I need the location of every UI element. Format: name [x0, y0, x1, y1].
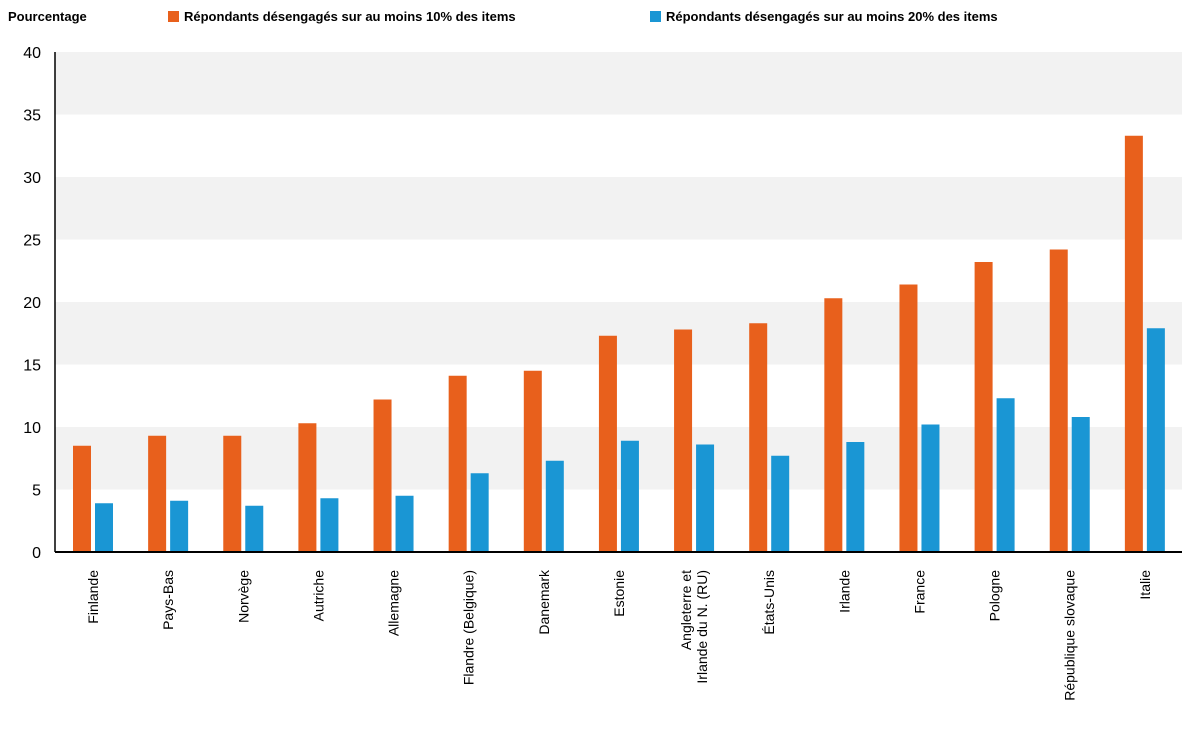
- bar-10pct: [749, 323, 768, 552]
- bar-10pct: [373, 399, 392, 552]
- x-tick-label: Flandre (Belgique): [461, 570, 477, 685]
- grid-band: [55, 427, 1182, 490]
- y-tick-label: 35: [23, 108, 41, 125]
- bar-10pct: [73, 445, 91, 552]
- bar-20pct: [1146, 328, 1165, 552]
- x-tick-label: Irlande: [836, 570, 852, 613]
- bar-10pct: [1049, 249, 1068, 552]
- bar-10pct: [674, 329, 693, 552]
- x-tick-label: Pologne: [987, 570, 1003, 622]
- grid-band: [55, 52, 1182, 115]
- grid-band: [55, 302, 1182, 365]
- bar-20pct: [545, 460, 564, 552]
- legend-label-10pct: Répondants désengagés sur au moins 10% d…: [184, 9, 516, 24]
- legend-label-20pct: Répondants désengagés sur au moins 20% d…: [666, 9, 998, 24]
- bar-10pct: [598, 335, 617, 552]
- grid-band: [55, 177, 1182, 240]
- bar-20pct: [245, 505, 264, 552]
- x-tick-label: Danemark: [536, 569, 552, 635]
- x-tick-label: République slovaque: [1062, 570, 1078, 701]
- y-tick-label: 30: [23, 170, 41, 187]
- y-tick-label: 5: [32, 483, 41, 500]
- x-tick-label: Italie: [1137, 570, 1153, 600]
- x-tick-label: Allemagne: [386, 570, 402, 636]
- y-tick-label: 40: [23, 45, 41, 62]
- x-tick-labels: Finlande Pays-Bas Norvège Autriche Allemagne…: [85, 569, 1153, 701]
- y-tick-label: 15: [23, 358, 41, 375]
- y-axis-title: Pourcentage: [8, 9, 87, 24]
- legend-item-10pct: Répondants désengagés sur au moins 10% d…: [168, 9, 516, 24]
- bar-20pct: [696, 444, 715, 552]
- y-tick-label: 10: [23, 420, 41, 437]
- legend-swatch-20pct: [650, 11, 661, 22]
- y-tick-label: 0: [32, 545, 41, 562]
- bars: [73, 135, 1165, 552]
- bar-10pct: [523, 370, 542, 552]
- x-tick-label: France: [911, 570, 927, 614]
- bar-10pct: [298, 423, 317, 552]
- x-tick-label: Pays-Bas: [160, 570, 176, 630]
- x-tick-label: Estonie: [611, 570, 627, 617]
- bar-10pct: [824, 298, 843, 552]
- bar-10pct: [448, 375, 467, 552]
- bar-20pct: [170, 500, 189, 552]
- bar-20pct: [1071, 417, 1090, 552]
- bar-10pct: [899, 284, 918, 552]
- bar-10pct: [974, 262, 993, 552]
- bar-20pct: [470, 473, 489, 552]
- bar-20pct: [395, 495, 414, 552]
- y-tick-labels: 0 5 10 15 20 25 30 35 40: [23, 45, 41, 562]
- axes: [54, 52, 1182, 553]
- y-tick-label: 20: [23, 295, 41, 312]
- x-tick-label: Autriche: [310, 570, 326, 622]
- bar-20pct: [771, 455, 790, 552]
- bar-20pct: [921, 424, 940, 552]
- x-tick-label: Finlande: [85, 570, 101, 624]
- bar-20pct: [95, 503, 113, 552]
- bar-10pct: [223, 435, 242, 552]
- x-tick-label: États-Unis: [761, 570, 777, 635]
- x-tick-label: Angleterre etIrlande du N. (RU): [678, 570, 710, 684]
- grid-bands: [55, 52, 1182, 490]
- y-tick-label: 25: [23, 233, 41, 250]
- bar-20pct: [320, 498, 339, 552]
- bar-10pct: [1124, 135, 1143, 552]
- bar-20pct: [996, 398, 1015, 552]
- legend-item-20pct: Répondants désengagés sur au moins 20% d…: [650, 9, 998, 24]
- bar-10pct: [148, 435, 167, 552]
- x-tick-label: Norvège: [235, 570, 251, 623]
- legend-swatch-10pct: [168, 11, 179, 22]
- bar-20pct: [846, 442, 865, 552]
- bar-20pct: [620, 440, 639, 552]
- chart-legend: Pourcentage Répondants désengagés sur au…: [8, 9, 1178, 29]
